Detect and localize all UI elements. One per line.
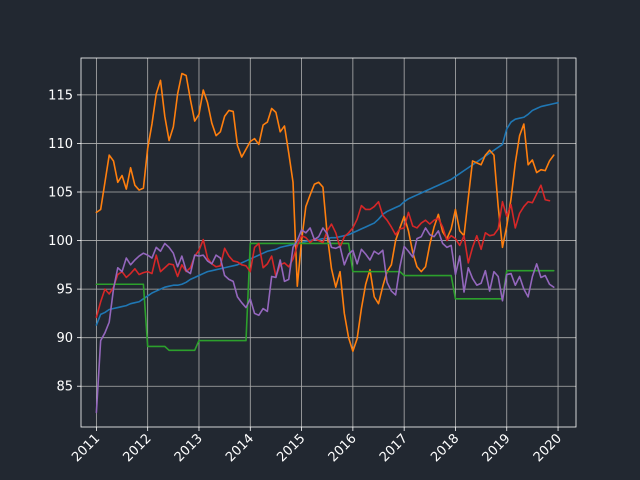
x-tick-label: 2015 [274, 431, 308, 465]
series-group [95, 72, 559, 414]
x-tick-label: 2018 [428, 431, 462, 465]
y-tick-label: 115 [48, 88, 73, 103]
x-tick-label: 2016 [326, 431, 360, 465]
y-tick-label: 100 [48, 234, 73, 249]
y-tick-label: 90 [56, 331, 73, 346]
y-tick-label: 110 [48, 137, 73, 152]
x-tick-label: 2020 [531, 431, 565, 465]
series-line-2 [95, 72, 555, 353]
plot-frame [80, 57, 577, 428]
series-line-3 [95, 242, 555, 352]
x-tick-label: 2019 [480, 431, 514, 465]
series-line-1 [95, 101, 559, 326]
x-tick-label: 2013 [172, 431, 206, 465]
y-tick-label: 105 [48, 186, 73, 201]
y-tick-label: 85 [56, 380, 73, 395]
x-tick-label: 2012 [121, 431, 155, 465]
x-axis: 2011 2012 2013 2014 2015 2016 2017 2018 2019 2020 [69, 427, 565, 465]
series-line-4 [95, 184, 551, 319]
series-line-5 [95, 227, 555, 414]
y-tick-label: 95 [56, 283, 73, 298]
y-axis: 85 90 95 100 105 110 115 [48, 88, 81, 395]
x-tick-label: 2017 [377, 431, 411, 465]
x-tick-label: 2014 [223, 431, 257, 465]
x-tick-label: 2011 [69, 431, 103, 465]
